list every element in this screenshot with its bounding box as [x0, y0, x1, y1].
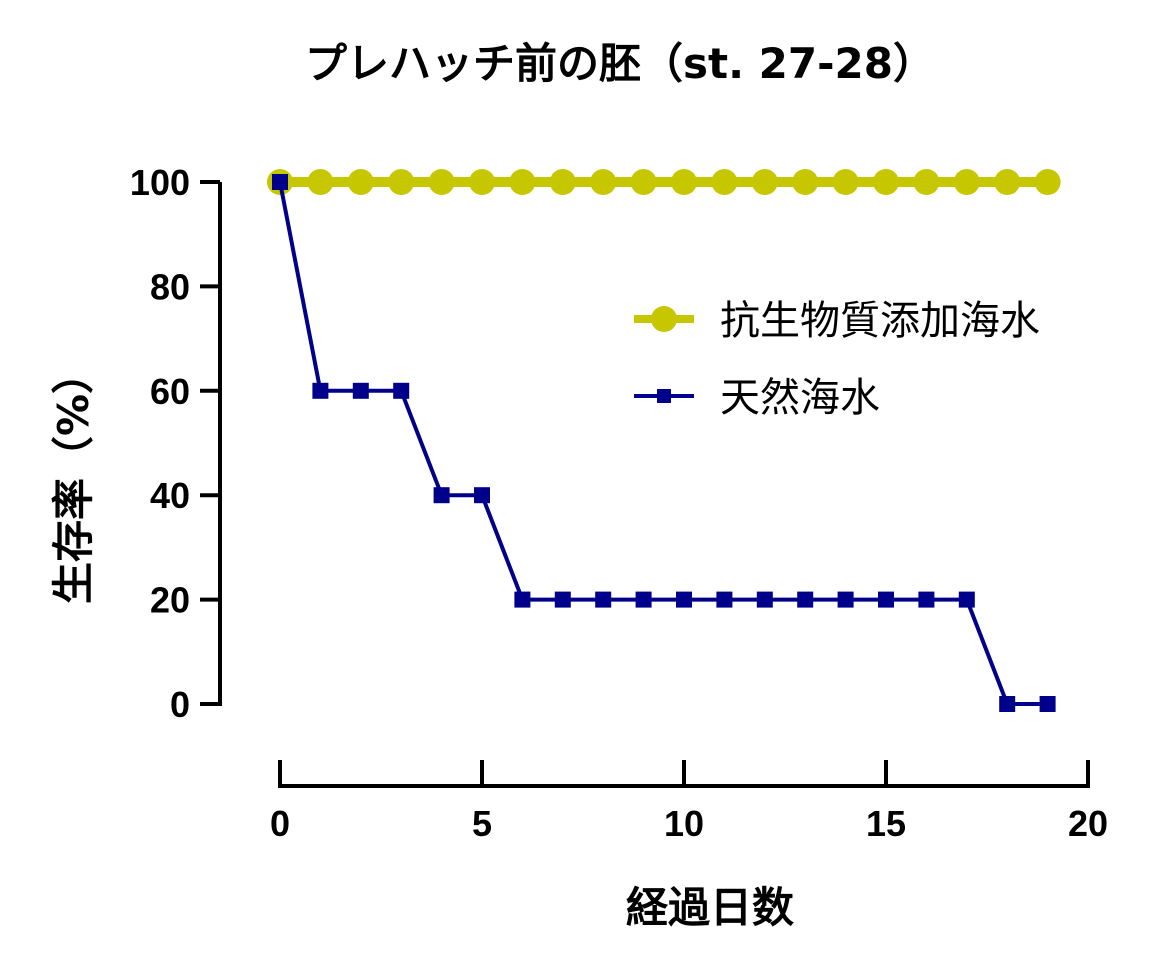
data-point	[635, 591, 652, 608]
legend-label-antibiotic: 抗生物質添加海水	[720, 298, 1040, 344]
data-point	[595, 591, 612, 608]
data-point	[433, 487, 450, 504]
data-point	[953, 169, 980, 195]
data-point	[711, 169, 738, 195]
data-point	[878, 591, 894, 608]
y-tick-label: 100	[130, 162, 190, 203]
data-point	[514, 591, 531, 608]
data-point	[994, 169, 1021, 195]
data-point	[797, 591, 814, 608]
series-natural	[272, 174, 1056, 712]
data-point	[590, 169, 617, 195]
data-point	[347, 169, 374, 195]
data-point	[474, 487, 490, 504]
legend-item-natural: 天然海水	[634, 375, 880, 421]
data-point	[676, 591, 692, 608]
legend-item-antibiotic: 抗生物質添加海水	[634, 298, 1040, 344]
x-axis-title: 経過日数	[626, 883, 794, 932]
data-point	[1034, 169, 1061, 195]
x-tick-label: 15	[866, 803, 906, 844]
y-tick-label: 0	[170, 684, 190, 725]
y-tick-label: 20	[150, 580, 190, 621]
legend-swatch-marker-antibiotic	[651, 306, 677, 332]
data-point	[918, 591, 935, 608]
x-tick-label: 20	[1068, 803, 1108, 844]
y-tick-label: 60	[150, 371, 190, 412]
data-point	[837, 591, 854, 608]
data-point	[716, 591, 733, 608]
data-point	[873, 169, 899, 195]
data-point	[999, 696, 1016, 712]
data-point	[630, 169, 657, 195]
data-point	[554, 591, 571, 608]
data-point	[393, 382, 410, 399]
y-ticks: 0 20 40 60 80 100	[130, 162, 220, 725]
y-tick-label: 40	[150, 475, 190, 516]
data-point	[388, 169, 415, 195]
series-layer	[267, 169, 1061, 712]
data-point	[307, 169, 334, 195]
data-point	[756, 591, 773, 608]
data-point	[751, 169, 778, 195]
data-point	[428, 169, 455, 195]
legend-swatch-marker-natural	[657, 389, 671, 403]
data-point	[312, 382, 329, 399]
chart-title: プレハッチ前の胚（st. 27-28）	[305, 39, 935, 88]
data-point	[792, 169, 819, 195]
x-tick-label: 10	[664, 803, 704, 844]
data-point	[1039, 696, 1056, 712]
legend-label-natural: 天然海水	[720, 375, 880, 421]
data-point	[958, 591, 975, 608]
data-point	[509, 169, 536, 195]
data-point	[469, 169, 495, 195]
x-tick-label: 0	[270, 803, 290, 844]
data-point	[832, 169, 859, 195]
series-line	[278, 181, 1048, 706]
x-ticks: 0 5 10 15 20	[270, 760, 1108, 844]
y-axis-title: 生存率（%）	[49, 352, 98, 604]
axes: 0 20 40 60 80 100 0 5 10 15 20	[130, 162, 1108, 844]
data-point	[671, 169, 697, 195]
data-point	[352, 382, 369, 399]
data-point	[549, 169, 576, 195]
y-tick-label: 80	[150, 266, 190, 307]
data-point	[913, 169, 940, 195]
series-antibiotic	[267, 169, 1061, 195]
data-point	[272, 174, 288, 190]
x-tick-label: 5	[472, 803, 492, 844]
legend: 抗生物質添加海水 天然海水	[634, 298, 1040, 421]
